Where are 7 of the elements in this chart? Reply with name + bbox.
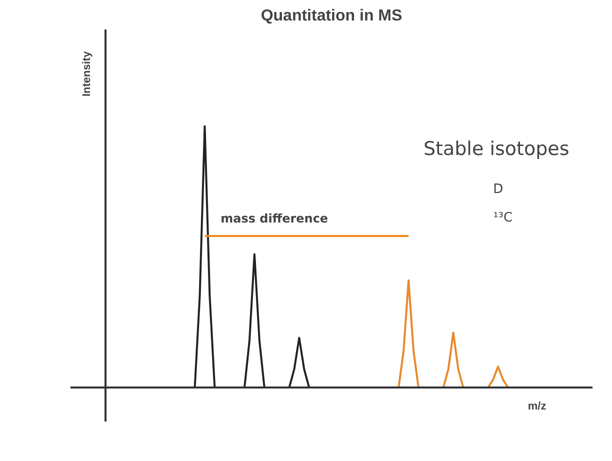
chart-title: Quantitation in MS xyxy=(260,8,402,24)
annotation: Stable isotopes xyxy=(423,138,570,160)
annotation: mass difference xyxy=(220,212,328,226)
annotation: D xyxy=(493,182,504,197)
y-axis-title: Intensity xyxy=(80,50,93,97)
annotation: ¹³C xyxy=(493,210,513,226)
x-axis-title: m/z xyxy=(528,400,547,413)
